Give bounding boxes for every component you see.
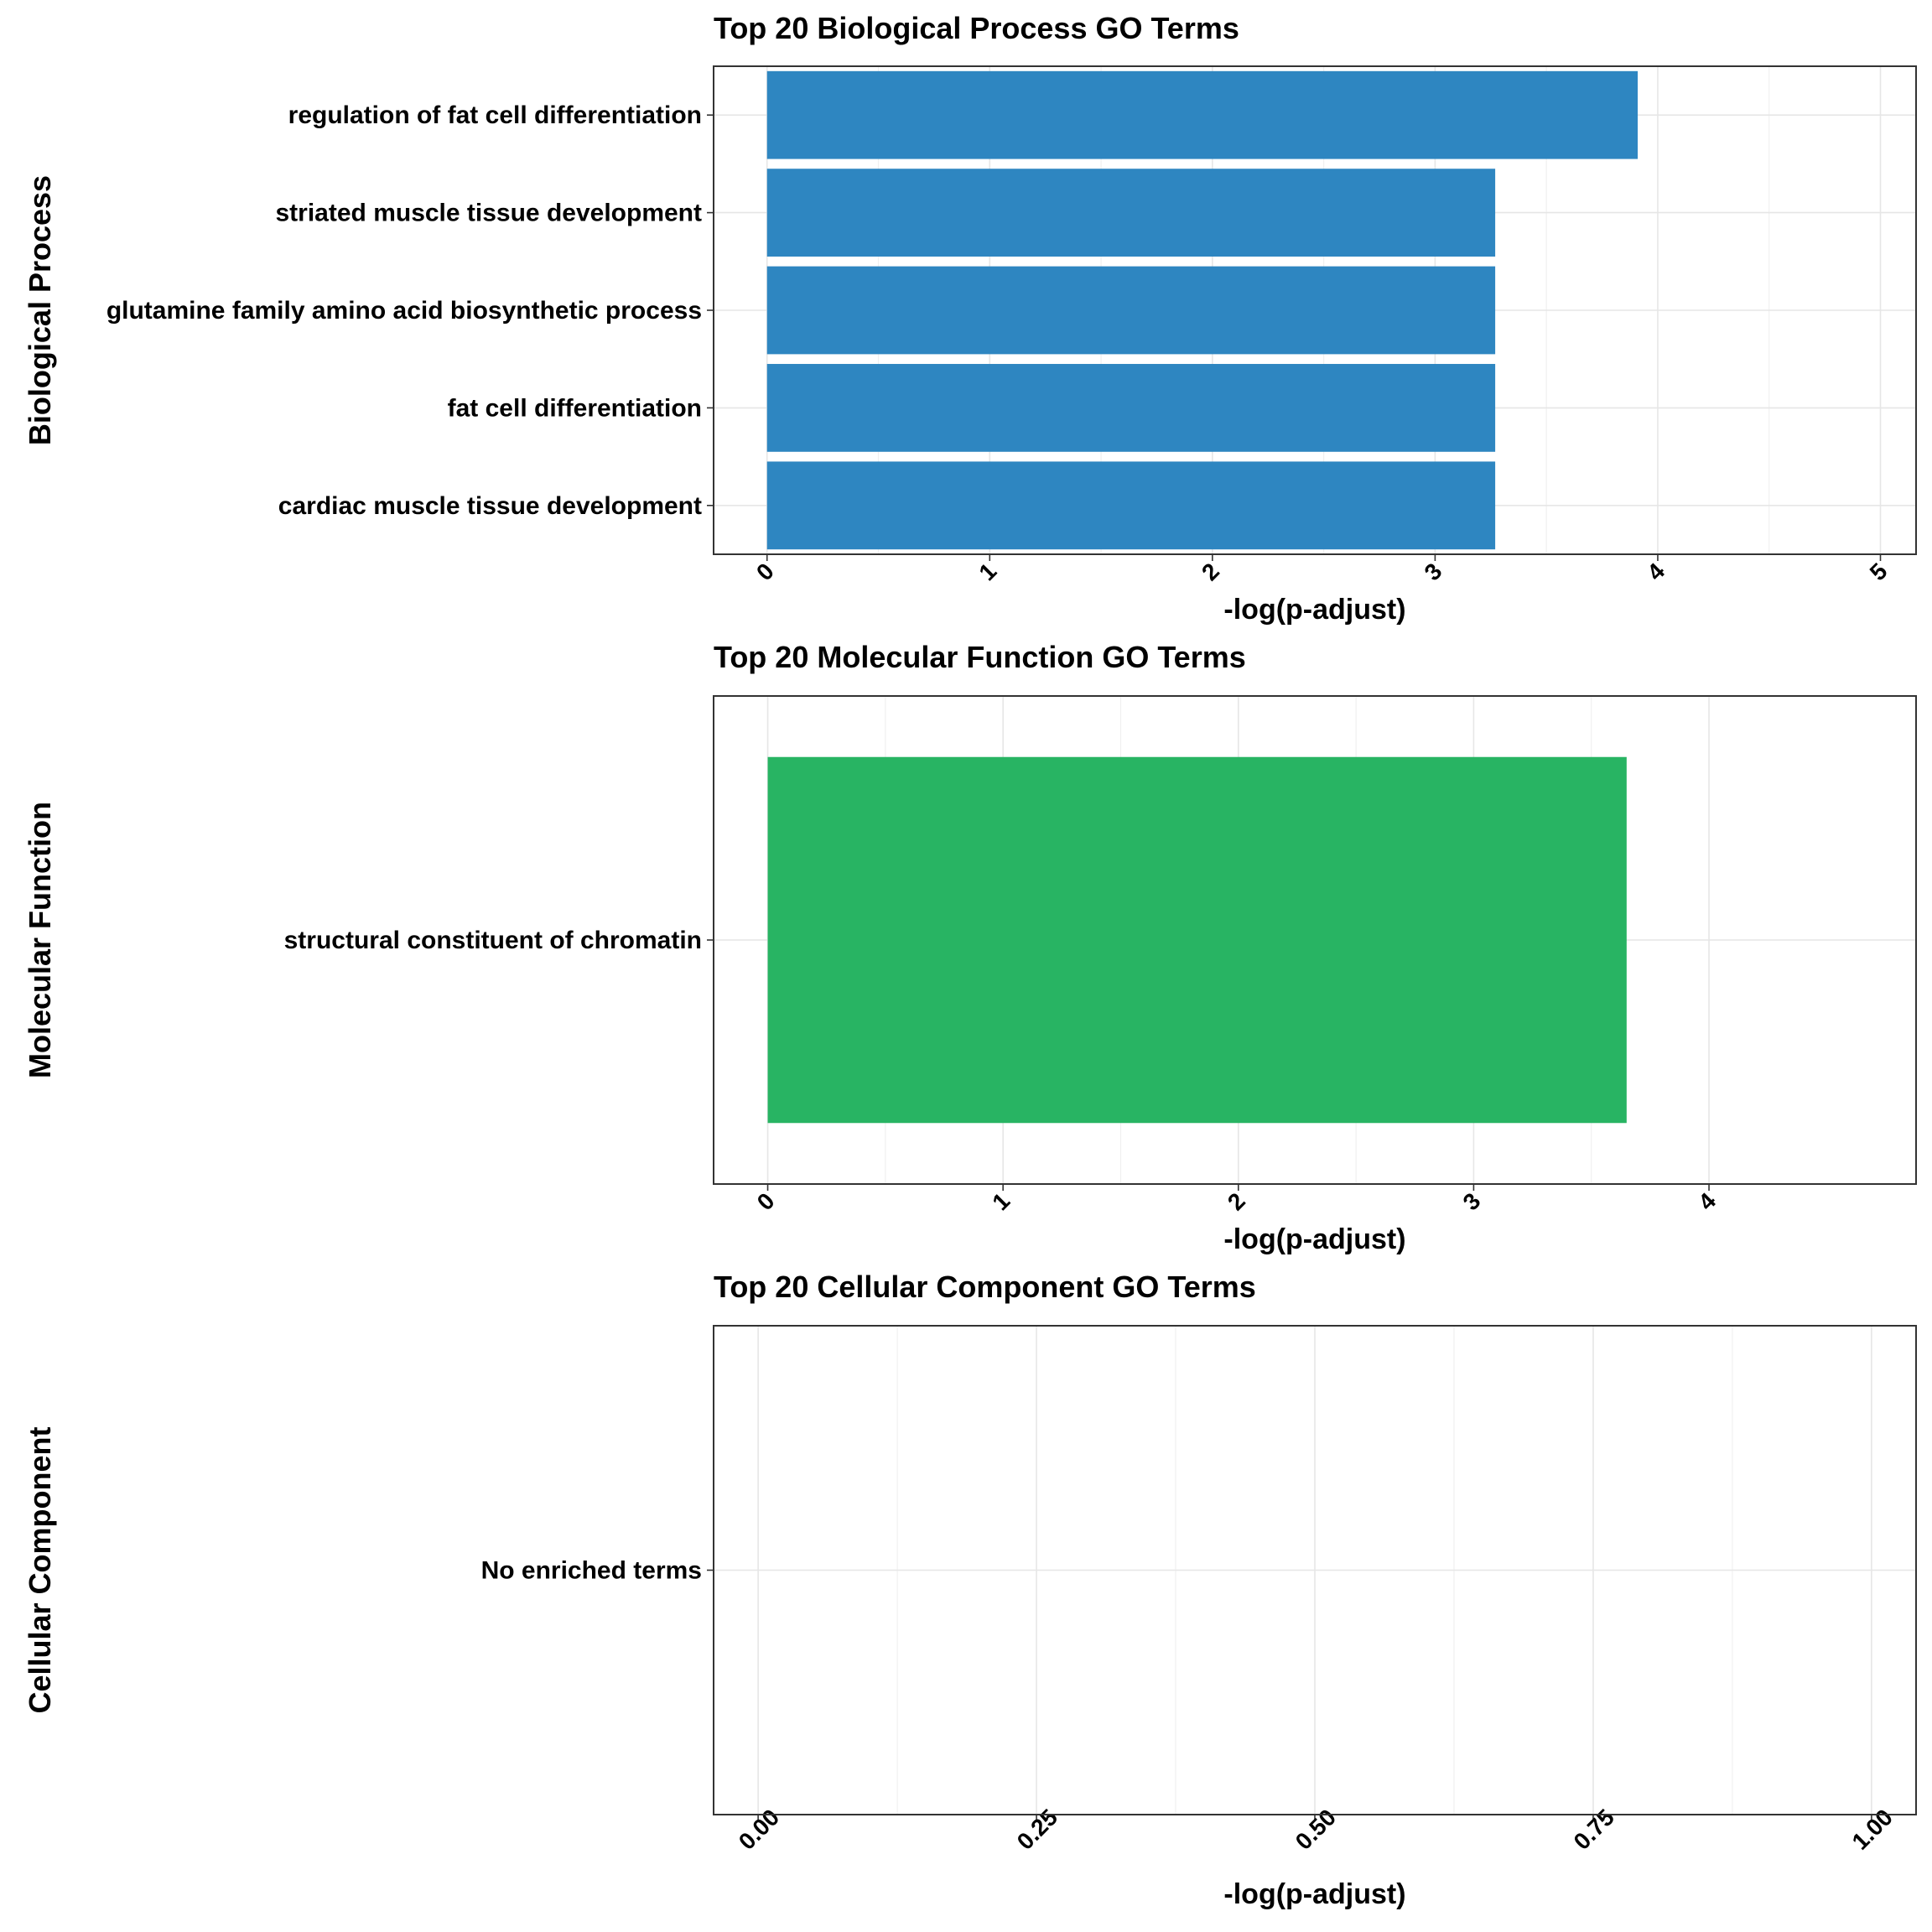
panel-border (713, 65, 1917, 555)
category-label: striated muscle tissue development (275, 200, 702, 227)
x-tick-label: 3 (1420, 558, 1447, 585)
x-tick-label: 0.50 (1291, 1804, 1341, 1854)
category-label: fat cell differentiation (448, 394, 702, 422)
x-tick-label: 3 (1458, 1187, 1486, 1215)
chart-panel-1: 0 1 2 3 4 5 regulation of fat cell differentia… (23, 11, 1917, 626)
x-tick-label: 1 (987, 1187, 1015, 1215)
y-axis-label: Molecular Function (23, 802, 57, 1078)
bar (766, 266, 1496, 355)
bar (766, 461, 1496, 550)
x-tick-label: 2 (1223, 1187, 1250, 1215)
x-tick-label: 4 (1642, 558, 1670, 585)
x-tick-label: 0 (751, 558, 779, 585)
chart-title: Top 20 Biological Process GO Terms (714, 11, 1239, 45)
x-tick-label: 1 (974, 558, 1001, 585)
chart-title: Top 20 Molecular Function GO Terms (714, 640, 1246, 674)
x-tick-label: 2 (1197, 558, 1224, 585)
x-tick-label: 1.00 (1847, 1804, 1898, 1854)
x-tick-label: 0 (752, 1187, 780, 1215)
x-tick-label: 0.75 (1569, 1804, 1619, 1854)
x-tick-label: 0.25 (1012, 1804, 1062, 1854)
panel-border (713, 1325, 1917, 1815)
chart-title: Top 20 Cellular Component GO Terms (714, 1270, 1256, 1304)
category-label: regulation of fat cell differentiation (288, 101, 702, 129)
x-axis-label: -log(p-adjust) (1223, 594, 1405, 626)
category-label: glutamine family amino acid biosynthetic… (106, 297, 702, 325)
category-label: cardiac muscle tissue development (278, 492, 702, 520)
bar (767, 756, 1627, 1124)
category-label: structural constituent of chromatin (284, 927, 702, 954)
panel-border (713, 695, 1917, 1185)
chart-panel-2: 0 1 2 3 4 structural constituent of chromatin… (23, 640, 1917, 1255)
bar (766, 70, 1639, 159)
x-axis-label: -log(p-adjust) (1223, 1223, 1405, 1255)
y-axis-label: Biological Process (23, 175, 57, 445)
x-tick-label: 0.00 (734, 1804, 784, 1854)
chart-panel-3: 0.00 0.25 0.50 0.75 1.00 No enriched terms Top… (23, 1270, 1917, 1910)
bar (766, 169, 1496, 257)
category-label: No enriched terms (481, 1557, 702, 1585)
y-axis-label: Cellular Component (23, 1426, 57, 1713)
x-axis-label: -log(p-adjust) (1223, 1878, 1405, 1910)
bar (766, 364, 1496, 452)
x-tick-label: 4 (1693, 1187, 1721, 1215)
x-tick-label: 5 (1865, 558, 1893, 585)
